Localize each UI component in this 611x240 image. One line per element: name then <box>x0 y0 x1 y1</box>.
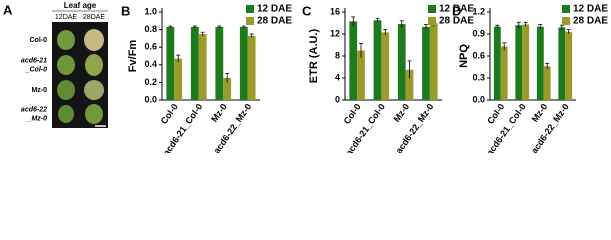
panel-label: A <box>3 2 13 17</box>
bar <box>198 34 207 100</box>
panel-label: B <box>121 3 130 18</box>
y-tick-label: 1.2 <box>472 6 485 16</box>
y-tick-label: 0.9 <box>472 28 485 38</box>
legend-swatch <box>428 17 436 25</box>
y-tick-label: 8 <box>335 50 340 60</box>
bar <box>357 50 365 100</box>
bar <box>239 26 248 100</box>
legend-label: 28 DAE <box>257 16 292 27</box>
x-tick-label: Col-0 <box>342 102 363 126</box>
legend-label: 28 DAE <box>573 16 608 27</box>
column-label: 28DAE <box>83 14 106 21</box>
bar <box>515 25 523 101</box>
y-tick-label: 0.6 <box>472 50 485 60</box>
x-tick-label: Mz-0 <box>209 102 229 124</box>
bar <box>247 35 256 101</box>
y-tick-label: 0.3 <box>472 72 485 82</box>
row-label: _Col-0 <box>25 66 48 73</box>
x-tick-label: Col-0 <box>159 102 180 126</box>
bar <box>381 32 390 100</box>
bar <box>543 66 551 100</box>
legend-swatch <box>428 5 436 13</box>
y-tick-label: 12 <box>330 28 340 38</box>
column-label: 12DAE <box>55 14 78 21</box>
bar <box>405 69 414 100</box>
x-tick-label: Col-0 <box>485 102 506 126</box>
row-label: acd6-22 <box>21 106 47 113</box>
legend-label: 28 DAE <box>439 16 474 27</box>
y-tick-label: 1.0 <box>144 6 157 16</box>
x-tick-label: acd6-21_Col-0 <box>485 102 528 153</box>
figure: A Leaf age 12DAE 28DAE Col-0acd6-21_Col-… <box>3 1 608 157</box>
bar <box>429 23 438 100</box>
legend-label: 12 DAE <box>439 4 474 15</box>
legend-swatch <box>562 5 570 13</box>
image-title: Leaf age <box>64 1 97 10</box>
bar <box>422 26 430 101</box>
bar <box>223 78 232 100</box>
legend-swatch <box>562 17 570 25</box>
bar <box>500 46 508 100</box>
bar <box>174 58 183 100</box>
bar <box>215 26 224 100</box>
panel-label: D <box>452 3 461 18</box>
bar <box>522 24 530 100</box>
bar <box>536 26 544 101</box>
row-label: acd6-21 <box>21 57 47 64</box>
y-tick-label: 0.8 <box>144 24 157 34</box>
legend-label: 12 DAE <box>257 4 292 15</box>
x-tick-label: Mz-0 <box>530 102 550 124</box>
row-label: Mz-0 <box>31 87 47 94</box>
bar <box>373 20 382 100</box>
y-tick-label: 0.0 <box>472 94 485 104</box>
bar <box>558 27 566 100</box>
legend-label: 12 DAE <box>573 4 608 15</box>
y-tick-label: 4 <box>335 72 340 82</box>
bar <box>565 31 573 100</box>
row-label: _Mz-0 <box>27 115 48 122</box>
bar <box>166 26 175 100</box>
leaves <box>57 29 106 127</box>
y-tick-label: 0.2 <box>144 77 157 87</box>
y-axis-label: Fv/Fm <box>127 40 139 73</box>
y-tick-label: 0 <box>335 94 340 104</box>
bar <box>349 21 358 101</box>
row-label: Col-0 <box>30 37 48 44</box>
panel-label: C <box>302 3 312 18</box>
x-tick-label: Mz-0 <box>392 102 412 124</box>
y-axis-label: ETR (A.U.) <box>308 28 320 83</box>
legend-swatch <box>246 5 254 13</box>
bar <box>190 26 199 100</box>
bar <box>493 26 501 101</box>
y-axis-label: NPQ <box>458 44 470 68</box>
bar <box>397 24 406 101</box>
y-tick-label: 0.0 <box>144 94 157 104</box>
y-tick-label: 0.4 <box>144 59 157 69</box>
y-tick-label: 0.6 <box>144 42 157 52</box>
y-tick-label: 16 <box>330 6 340 16</box>
legend-swatch <box>246 17 254 25</box>
